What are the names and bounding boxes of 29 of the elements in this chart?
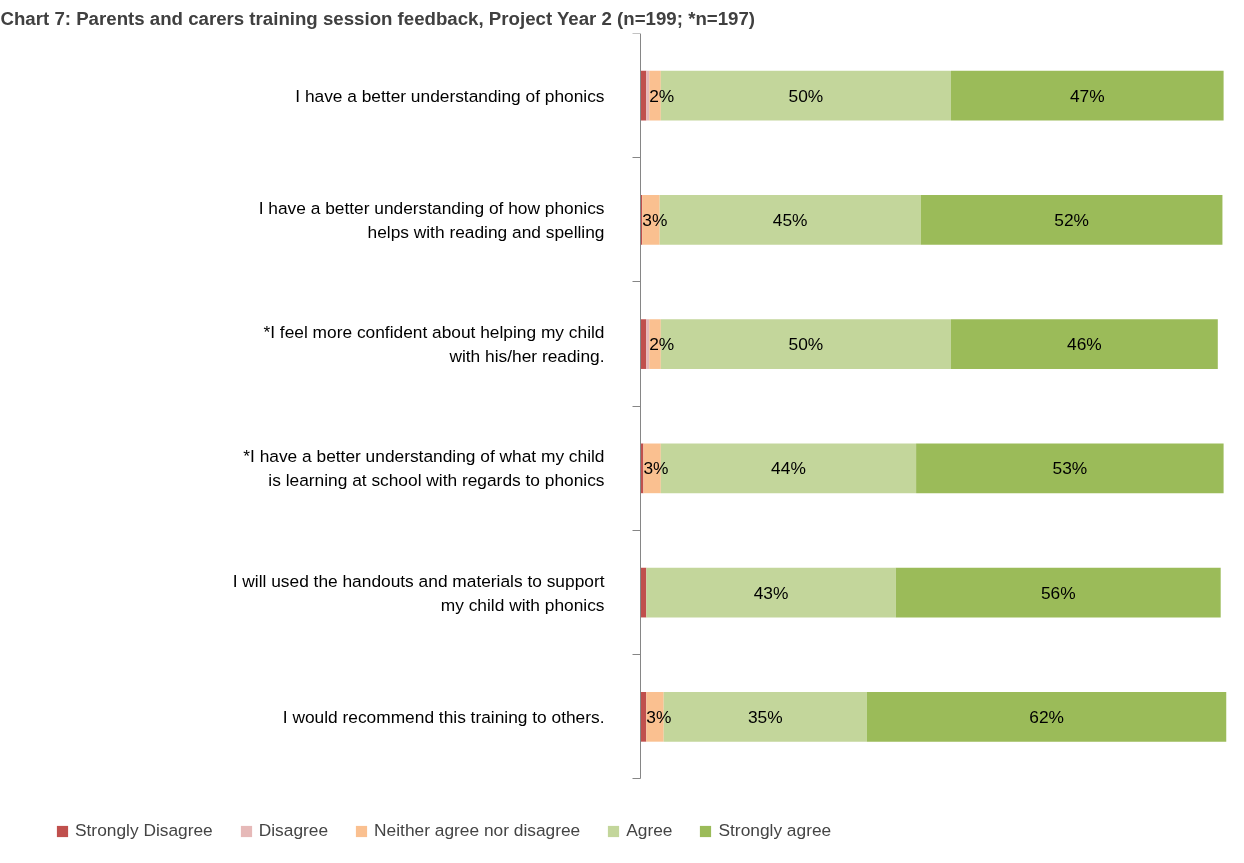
y-tick-label: I will used the handouts and materials to support my child with phonics xyxy=(232,570,605,615)
data-label: 3% xyxy=(642,209,668,230)
y-tick-label: *I feel more confident about helping my child with his/her reading. xyxy=(263,322,605,367)
data-label: 62% xyxy=(1029,706,1064,727)
legend-label: Disagree xyxy=(258,820,329,841)
legend-label: Strongly Disagree xyxy=(75,820,213,841)
data-label: 47% xyxy=(1069,85,1105,106)
y-tick-label: I have a better understanding of phonics xyxy=(295,85,605,106)
data-label: 2% xyxy=(649,85,675,106)
data-label: 44% xyxy=(771,458,806,479)
text: Chart 7: Parents and carers training session feedback, Project Year 2 (n=199; *n=197) xyxy=(0,7,756,29)
data-label: 53% xyxy=(1052,458,1088,479)
data-label: 3% xyxy=(643,458,669,479)
data-label: 3% xyxy=(646,706,672,727)
y-tick-label: I would recommend this training to others. xyxy=(282,706,605,727)
data-label: 46% xyxy=(1067,334,1102,355)
data-label: 50% xyxy=(788,85,824,106)
legend-label: Neither agree nor disagree xyxy=(374,820,581,841)
legend-label: Agree xyxy=(626,820,673,841)
data-label: 50% xyxy=(788,334,824,355)
y-tick-label: I have a better understanding of how phonics helps with reading and spelling xyxy=(258,197,605,242)
y-tick-label: *I have a better understanding of what my child is learning at school with regards to phonics xyxy=(243,446,605,491)
data-label: 43% xyxy=(753,582,789,603)
data-label: 45% xyxy=(772,209,808,230)
data-label: 56% xyxy=(1040,582,1076,603)
legend-label: Strongly agree xyxy=(718,820,832,841)
data-label: 2% xyxy=(649,334,675,355)
data-label: 52% xyxy=(1054,209,1089,230)
data-label: 35% xyxy=(747,706,783,727)
